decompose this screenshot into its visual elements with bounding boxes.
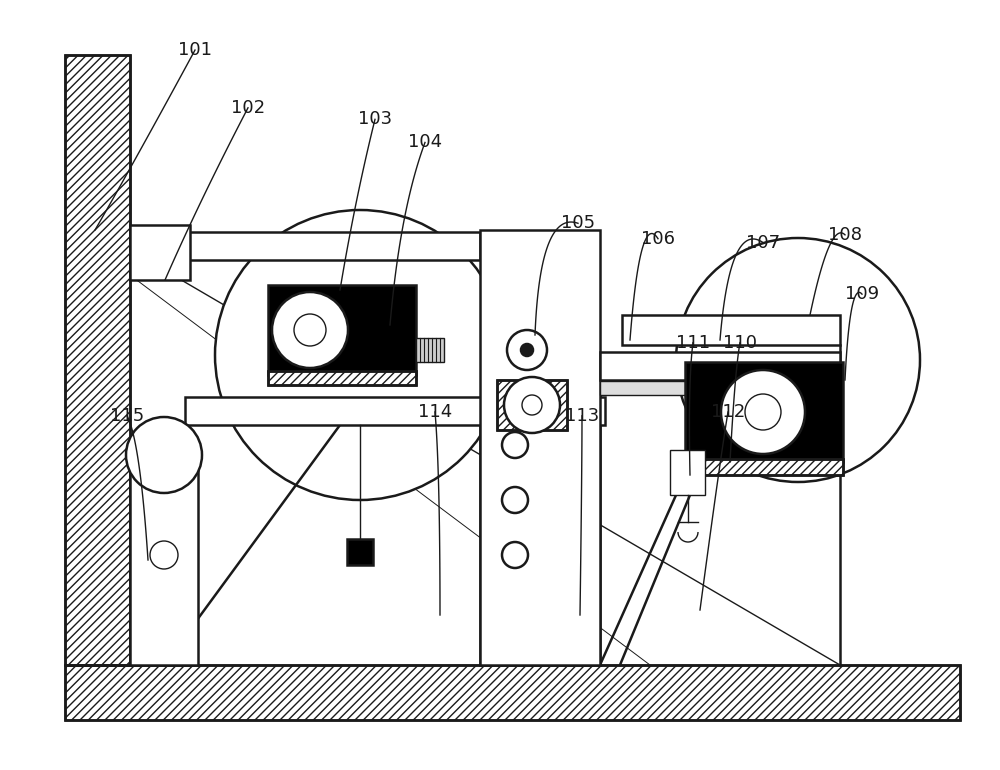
Bar xyxy=(622,315,840,345)
Text: 113: 113 xyxy=(565,407,599,425)
Text: 104: 104 xyxy=(408,133,442,152)
Bar xyxy=(416,338,444,362)
Text: 103: 103 xyxy=(358,110,392,129)
Bar xyxy=(65,665,960,720)
Circle shape xyxy=(521,344,533,356)
Circle shape xyxy=(502,542,528,568)
Bar xyxy=(130,232,480,260)
Bar xyxy=(497,380,567,430)
Circle shape xyxy=(721,370,805,454)
Circle shape xyxy=(294,314,326,346)
Bar xyxy=(65,665,960,720)
Text: 111: 111 xyxy=(676,333,710,352)
Circle shape xyxy=(150,541,178,569)
Text: 108: 108 xyxy=(828,226,862,244)
Text: 107: 107 xyxy=(746,233,780,252)
Circle shape xyxy=(522,395,542,415)
Circle shape xyxy=(676,238,920,482)
Circle shape xyxy=(504,377,560,433)
Text: 115: 115 xyxy=(110,407,144,425)
Bar xyxy=(65,55,130,665)
Bar xyxy=(268,371,416,385)
Circle shape xyxy=(215,210,505,500)
Circle shape xyxy=(507,330,547,370)
Text: 106: 106 xyxy=(641,229,675,248)
Bar xyxy=(685,459,843,475)
Circle shape xyxy=(502,487,528,513)
Bar xyxy=(480,230,600,665)
Circle shape xyxy=(745,394,781,430)
Text: 105: 105 xyxy=(561,214,595,233)
Text: 102: 102 xyxy=(231,99,265,117)
Bar xyxy=(497,380,567,430)
Bar xyxy=(130,225,190,280)
Bar xyxy=(600,352,840,380)
Circle shape xyxy=(502,432,528,458)
Bar xyxy=(268,371,416,385)
Bar xyxy=(600,381,840,395)
Bar xyxy=(268,285,416,375)
Text: 109: 109 xyxy=(845,285,879,303)
Text: 110: 110 xyxy=(723,333,757,352)
Text: 101: 101 xyxy=(178,41,212,59)
Text: 114: 114 xyxy=(418,403,452,421)
Bar xyxy=(130,455,198,665)
Bar xyxy=(685,362,843,462)
Bar xyxy=(347,539,373,565)
Circle shape xyxy=(126,417,202,493)
Bar xyxy=(185,397,605,425)
Bar xyxy=(65,55,130,665)
Bar xyxy=(670,450,705,495)
Bar xyxy=(685,459,843,475)
Text: 112: 112 xyxy=(711,403,745,421)
Circle shape xyxy=(272,292,348,368)
